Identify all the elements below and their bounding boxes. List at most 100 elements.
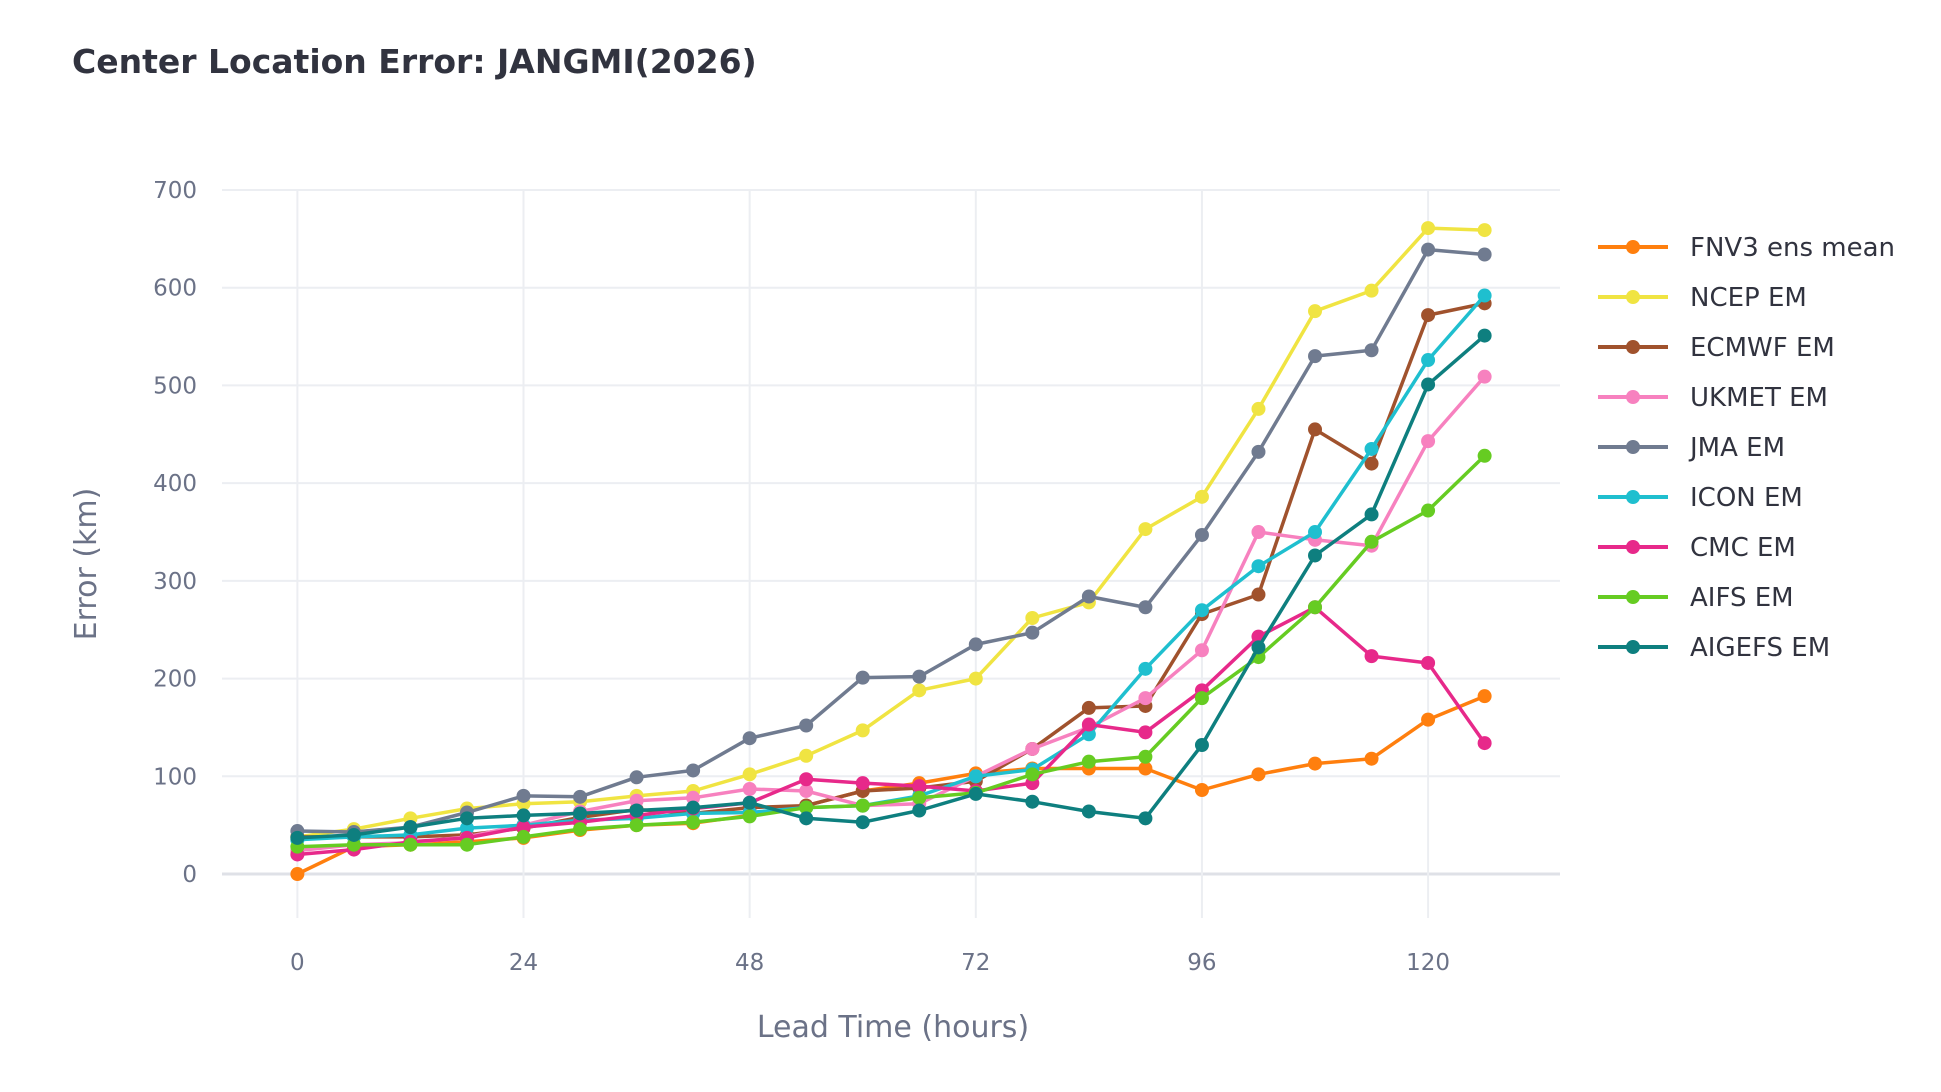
data-point[interactable] (1421, 353, 1436, 368)
data-point[interactable] (855, 670, 870, 685)
data-point[interactable] (912, 803, 927, 818)
data-point[interactable] (403, 820, 418, 835)
data-point[interactable] (1477, 223, 1492, 238)
data-point[interactable] (516, 788, 531, 803)
data-point[interactable] (1138, 811, 1153, 826)
legend-item[interactable]: NCEP EM (1598, 283, 1807, 313)
legend-item[interactable]: ECMWF EM (1598, 333, 1835, 363)
data-point[interactable] (1421, 377, 1436, 392)
data-point[interactable] (1081, 727, 1096, 742)
data-point[interactable] (1194, 782, 1209, 797)
data-point[interactable] (459, 837, 474, 852)
data-point[interactable] (742, 767, 757, 782)
data-point[interactable] (1308, 756, 1323, 771)
data-point[interactable] (1308, 304, 1323, 319)
legend-item[interactable]: AIGEFS EM (1598, 633, 1830, 663)
data-point[interactable] (912, 790, 927, 805)
data-point[interactable] (1194, 527, 1209, 542)
data-point[interactable] (799, 783, 814, 798)
data-point[interactable] (516, 829, 531, 844)
data-point[interactable] (629, 793, 644, 808)
data-point[interactable] (1194, 489, 1209, 504)
data-point[interactable] (573, 822, 588, 837)
data-point[interactable] (1421, 221, 1436, 236)
data-point[interactable] (1251, 401, 1266, 416)
data-point[interactable] (629, 803, 644, 818)
data-point[interactable] (1025, 741, 1040, 756)
data-point[interactable] (912, 683, 927, 698)
data-point[interactable] (686, 815, 701, 830)
data-point[interactable] (1251, 767, 1266, 782)
data-point[interactable] (1477, 328, 1492, 343)
data-point[interactable] (1081, 717, 1096, 732)
data-point[interactable] (686, 763, 701, 778)
data-point[interactable] (1138, 761, 1153, 776)
data-point[interactable] (290, 830, 305, 845)
data-point[interactable] (346, 837, 361, 852)
data-point[interactable] (1025, 625, 1040, 640)
data-point[interactable] (855, 776, 870, 791)
data-point[interactable] (968, 786, 983, 801)
data-point[interactable] (1025, 794, 1040, 809)
data-point[interactable] (1251, 559, 1266, 574)
data-point[interactable] (799, 718, 814, 733)
data-point[interactable] (1308, 349, 1323, 364)
data-point[interactable] (516, 820, 531, 835)
data-point[interactable] (1477, 689, 1492, 704)
data-point[interactable] (459, 811, 474, 826)
data-point[interactable] (855, 815, 870, 830)
data-point[interactable] (403, 837, 418, 852)
data-point[interactable] (346, 827, 361, 842)
data-point[interactable] (799, 772, 814, 787)
data-point[interactable] (1364, 751, 1379, 766)
data-point[interactable] (686, 790, 701, 805)
data-point[interactable] (1081, 700, 1096, 715)
data-point[interactable] (1421, 242, 1436, 257)
data-point[interactable] (1194, 738, 1209, 753)
data-point[interactable] (629, 818, 644, 833)
legend-item[interactable]: ICON EM (1598, 483, 1803, 513)
data-point[interactable] (459, 821, 474, 836)
data-point[interactable] (1308, 525, 1323, 540)
data-point[interactable] (290, 867, 305, 882)
data-point[interactable] (1421, 308, 1436, 323)
data-point[interactable] (1138, 749, 1153, 764)
data-point[interactable] (968, 769, 983, 784)
legend[interactable]: FNV3 ens mean NCEP EM ECMWF EM UKMET EM JMA … (1598, 233, 1895, 663)
data-point[interactable] (1194, 603, 1209, 618)
data-point[interactable] (1081, 804, 1096, 819)
data-point[interactable] (742, 809, 757, 824)
data-point[interactable] (1308, 548, 1323, 563)
data-point[interactable] (1421, 503, 1436, 518)
data-point[interactable] (1477, 288, 1492, 303)
data-point[interactable] (1138, 522, 1153, 537)
data-point[interactable] (1138, 725, 1153, 740)
data-point[interactable] (1138, 600, 1153, 615)
data-point[interactable] (855, 723, 870, 738)
data-point[interactable] (912, 779, 927, 794)
legend-item[interactable]: CMC EM (1598, 533, 1796, 563)
data-point[interactable] (799, 800, 814, 815)
data-point[interactable] (1138, 661, 1153, 676)
data-point[interactable] (1364, 283, 1379, 298)
data-point[interactable] (742, 795, 757, 810)
data-point[interactable] (1421, 655, 1436, 670)
data-point[interactable] (968, 671, 983, 686)
data-point[interactable] (742, 731, 757, 746)
data-point[interactable] (1081, 754, 1096, 769)
data-point[interactable] (629, 770, 644, 785)
data-point[interactable] (1025, 767, 1040, 782)
data-point[interactable] (1194, 643, 1209, 658)
data-point[interactable] (1138, 691, 1153, 706)
data-point[interactable] (1251, 525, 1266, 540)
data-point[interactable] (742, 782, 757, 797)
legend-item[interactable]: UKMET EM (1598, 383, 1828, 413)
data-point[interactable] (1364, 456, 1379, 471)
data-point[interactable] (1251, 444, 1266, 459)
data-point[interactable] (1194, 691, 1209, 706)
data-point[interactable] (968, 637, 983, 652)
data-point[interactable] (1251, 640, 1266, 655)
data-point[interactable] (516, 808, 531, 823)
data-point[interactable] (799, 811, 814, 826)
legend-item[interactable]: FNV3 ens mean (1598, 233, 1895, 263)
